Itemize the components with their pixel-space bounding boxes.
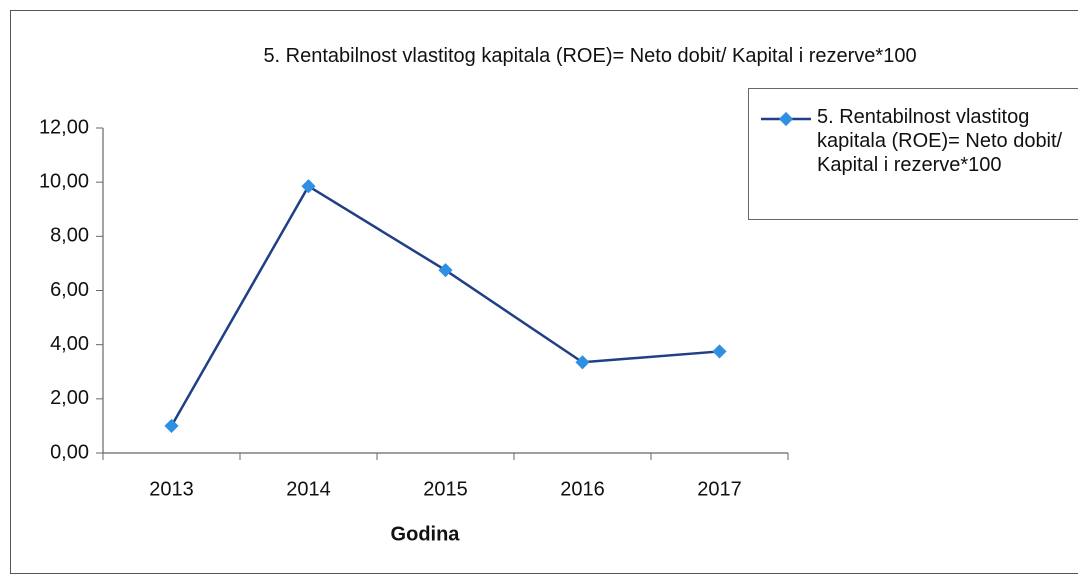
x-tick-label: 2016 bbox=[560, 478, 605, 500]
data-point bbox=[575, 355, 590, 370]
y-tick-label: 0,00 bbox=[50, 441, 89, 463]
legend: 5. Rentabilnost vlastitog kapitala (ROE)… bbox=[748, 88, 1078, 220]
y-tick-label: 4,00 bbox=[50, 333, 89, 355]
x-axis-label: Godina bbox=[391, 523, 461, 545]
legend-label: 5. Rentabilnost vlastitog kapitala (ROE)… bbox=[817, 106, 1063, 176]
data-point bbox=[712, 344, 727, 359]
y-tick-label: 10,00 bbox=[39, 170, 89, 192]
chart-frame bbox=[10, 10, 1078, 574]
y-tick-label: 12,00 bbox=[39, 116, 89, 138]
data-point bbox=[301, 179, 316, 194]
x-tick-label: 2013 bbox=[149, 478, 194, 500]
y-tick-label: 8,00 bbox=[50, 225, 89, 247]
series-line bbox=[170, 184, 720, 427]
data-point bbox=[438, 263, 453, 278]
y-tick-label: 6,00 bbox=[50, 279, 89, 301]
chart-title: 5. Rentabilnost vlastitog kapitala (ROE)… bbox=[263, 45, 917, 67]
legend-marker bbox=[778, 111, 794, 127]
x-tick-label: 2014 bbox=[286, 478, 331, 500]
data-point bbox=[164, 418, 179, 433]
x-tick-label: 2015 bbox=[423, 478, 468, 500]
legend-symbol bbox=[761, 111, 811, 127]
x-tick-label: 2017 bbox=[697, 478, 742, 500]
y-tick-label: 2,00 bbox=[50, 387, 89, 409]
